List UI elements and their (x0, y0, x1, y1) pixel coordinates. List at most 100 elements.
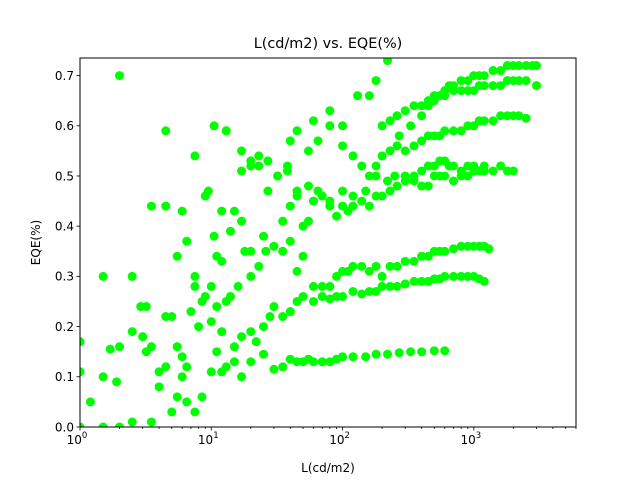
data-point (154, 382, 164, 392)
data-point (263, 156, 273, 166)
data-point (146, 201, 156, 211)
data-point (186, 307, 196, 317)
data-point (285, 236, 295, 246)
data-point (377, 191, 387, 201)
data-point (440, 271, 450, 281)
data-point (371, 161, 381, 171)
data-point (308, 196, 318, 206)
data-point (127, 417, 137, 427)
data-point (212, 302, 222, 312)
data-point (237, 216, 247, 226)
data-point (364, 286, 374, 296)
data-point (237, 146, 247, 156)
data-point (400, 171, 410, 181)
data-point (390, 171, 400, 181)
data-point (531, 61, 541, 71)
data-point (521, 113, 531, 123)
data-point (313, 136, 323, 146)
data-point (449, 176, 459, 186)
data-point (221, 126, 231, 136)
data-point (338, 186, 348, 196)
data-point (385, 261, 395, 271)
data-point (400, 279, 410, 289)
data-point (348, 201, 358, 211)
data-point (154, 367, 164, 377)
data-point (377, 281, 387, 291)
data-point (361, 186, 371, 196)
data-point (377, 271, 387, 281)
data-point (85, 397, 95, 407)
y-tick-label: 0.7 (55, 69, 74, 83)
x-axis-label: L(cd/m2) (301, 461, 355, 475)
data-point (479, 81, 489, 91)
data-point (440, 171, 450, 181)
data-point (496, 66, 506, 76)
data-point (488, 81, 498, 91)
data-point (229, 342, 239, 352)
data-point (338, 141, 348, 151)
data-point (385, 186, 395, 196)
data-point (246, 161, 256, 171)
data-point (190, 271, 200, 281)
data-point (417, 136, 427, 146)
data-point (269, 364, 279, 374)
data-point (112, 377, 122, 387)
data-point (161, 362, 171, 372)
data-point (325, 121, 335, 131)
data-point (463, 171, 473, 181)
data-point (285, 307, 295, 317)
data-point (417, 251, 427, 261)
data-point (146, 417, 156, 427)
data-point (233, 281, 243, 291)
data-points (80, 58, 541, 427)
data-point (348, 261, 358, 271)
data-point (377, 151, 387, 161)
data-point (449, 271, 459, 281)
data-point (409, 256, 419, 266)
data-point (514, 61, 524, 71)
data-point (212, 251, 222, 261)
data-point (394, 131, 404, 141)
y-tick-label: 0.1 (55, 370, 74, 384)
data-point (282, 166, 292, 176)
data-point (292, 296, 302, 306)
data-point (182, 362, 192, 372)
data-point (385, 146, 395, 156)
data-point (409, 276, 419, 286)
data-point (357, 289, 367, 299)
data-point (440, 346, 450, 356)
data-point (456, 76, 466, 86)
data-point (338, 352, 348, 362)
x-tick-label: 102 (329, 431, 350, 447)
data-point (377, 121, 387, 131)
data-point (325, 106, 335, 116)
data-point (98, 422, 108, 427)
data-point (263, 186, 273, 196)
data-point (463, 76, 473, 86)
data-point (392, 261, 402, 271)
y-axis-label: EQE(%) (29, 220, 43, 265)
data-point (456, 86, 466, 96)
data-point (190, 151, 200, 161)
data-point (449, 244, 459, 254)
x-axis-ticks: 100 101 102 103 (67, 427, 577, 447)
data-point (182, 236, 192, 246)
data-point (161, 312, 171, 322)
data-point (496, 161, 506, 171)
data-point (237, 372, 247, 382)
data-point (209, 121, 219, 131)
data-point (127, 271, 137, 281)
data-point (348, 286, 358, 296)
data-point (364, 91, 374, 101)
data-point (371, 76, 381, 86)
y-tick-label: 0.6 (55, 119, 74, 133)
data-point (303, 181, 313, 191)
y-tick-label: 0.5 (55, 169, 74, 183)
data-point (190, 281, 200, 291)
data-point (303, 146, 313, 156)
data-point (308, 357, 318, 367)
data-point (338, 291, 348, 301)
data-point (225, 226, 235, 236)
data-point (406, 121, 416, 131)
data-point (317, 291, 327, 301)
